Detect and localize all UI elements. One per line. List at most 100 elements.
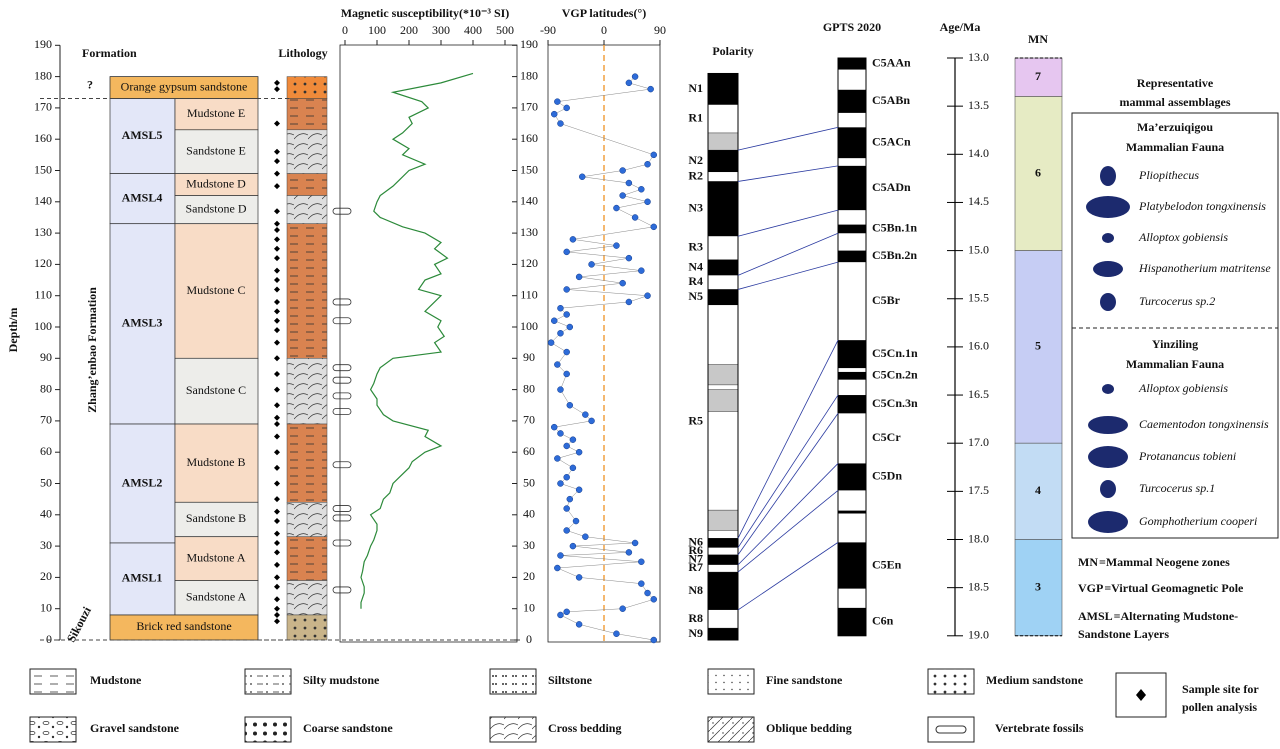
vgp-point — [554, 361, 561, 368]
vgp-title: VGP latitudes(°) — [562, 6, 646, 20]
vgp-point — [566, 402, 574, 409]
vgp-point — [563, 104, 570, 112]
vgp-point — [563, 248, 570, 256]
correlation — [737, 261, 839, 290]
vgp-point — [625, 254, 633, 262]
vgp-point — [563, 608, 570, 616]
note-abbr: MN — [1078, 555, 1098, 569]
note-abbr: VGP — [1078, 581, 1103, 595]
lithology-header: Lithology — [278, 46, 327, 60]
unknown: ? — [87, 78, 93, 92]
legend-label: Mudstone — [90, 673, 142, 687]
chron-label: C5Cn.1n — [872, 346, 918, 360]
polarity-zone — [707, 509, 739, 531]
unit-label: Mudstone E — [187, 106, 245, 120]
lower-formation: Sikouzi — [64, 604, 95, 645]
mn-zone — [1014, 539, 1063, 637]
vgp-point — [575, 621, 583, 628]
depth-tick-label: 40 — [40, 507, 52, 521]
correlation — [737, 542, 839, 611]
susceptibility-frame — [339, 44, 518, 643]
member-label: AMSL2 — [122, 475, 163, 489]
chron-label: C5Cn.2n — [872, 368, 918, 382]
polarity-zone — [708, 609, 738, 629]
polarity-label: R7 — [688, 560, 703, 574]
vgp-depth-tick-label: 60 — [523, 444, 535, 458]
vgp-depth-tick-label: 190 — [520, 37, 538, 51]
vgp-tick-label: -90 — [540, 23, 556, 37]
lith-pattern — [286, 502, 328, 537]
vgp-point — [563, 311, 570, 318]
legend-label: Gravel sandstone — [90, 721, 180, 735]
lith-pattern — [286, 195, 328, 224]
depth-tick-label: 50 — [40, 475, 52, 489]
pollen-sample — [274, 148, 280, 155]
polarity-label: R5 — [688, 413, 703, 427]
legend-label: Coarse sandstone — [303, 721, 393, 735]
vgp-point — [578, 173, 586, 181]
depth-tick-label: 110 — [34, 287, 52, 301]
mammal-icon — [1100, 166, 1116, 186]
pollen-sample — [274, 449, 280, 456]
susceptibility-title: Magnetic susceptibility(*10⁻³ SI) — [341, 6, 510, 20]
lith-pattern — [286, 76, 328, 99]
depth-tick-label: 70 — [40, 413, 52, 427]
vgp-point — [563, 442, 570, 450]
fossil — [332, 392, 352, 400]
depth-tick-label: 130 — [34, 225, 52, 239]
chron — [838, 89, 866, 113]
pollen-sample — [274, 464, 280, 471]
vgp-depth-tick-label: 90 — [523, 350, 535, 364]
fossil — [332, 317, 352, 325]
member — [109, 542, 176, 616]
legend-label: Oblique bedding — [766, 721, 852, 735]
vgp-line — [550, 76, 655, 641]
depth-tick-label: 90 — [40, 350, 52, 364]
vgp-point — [619, 192, 626, 199]
vgp-point — [625, 298, 633, 306]
vgp-point — [563, 473, 570, 481]
pollen-sample — [274, 120, 280, 127]
age-tick-label: 17.5 — [968, 483, 989, 497]
chron-label: C5Br — [872, 293, 901, 307]
pollen-sample — [274, 317, 280, 324]
vgp-point — [613, 204, 620, 212]
vgp-point — [650, 223, 658, 231]
sample-icon — [1136, 689, 1146, 701]
age-tick-label: 16.0 — [968, 339, 989, 353]
pollen-sample — [274, 236, 280, 243]
vgp-point — [644, 292, 651, 299]
depth-tick-label: 10 — [40, 600, 52, 614]
unit — [174, 423, 259, 503]
vgp-point — [613, 630, 620, 637]
polarity-label: N9 — [688, 626, 703, 640]
vgp-point — [557, 386, 564, 393]
pollen-sample — [274, 611, 280, 618]
polarity-label: N8 — [688, 583, 703, 597]
lith-pattern — [286, 223, 328, 359]
assemblage-title: Representative — [1137, 76, 1214, 90]
vgp-point — [557, 611, 564, 619]
age-tick-label: 14.5 — [968, 194, 989, 208]
assemblage-box — [1071, 112, 1279, 539]
gpts-header: GPTS 2020 — [823, 20, 881, 34]
vgp-depth-tick-label: 100 — [520, 319, 538, 333]
vgp-depth-tick-label: 150 — [520, 162, 538, 176]
pollen-sample — [274, 583, 280, 590]
susceptibility-tick-label: 100 — [368, 23, 386, 37]
age-tick-label: 15.0 — [968, 242, 989, 256]
mammal-icon — [1102, 384, 1114, 394]
species: Turcocerus sp.2 — [1139, 294, 1215, 308]
chron — [838, 395, 866, 414]
polarity-zone — [707, 554, 739, 566]
vgp-point — [550, 423, 558, 431]
unit-label: Sandstone E — [186, 143, 246, 157]
mn-label: 6 — [1035, 165, 1041, 179]
legend-pattern — [30, 669, 76, 694]
mammal-icon — [1093, 261, 1123, 277]
vgp-point — [638, 558, 645, 565]
vgp-point — [625, 179, 633, 187]
formation-header: Formation — [82, 46, 137, 60]
vgp-frame — [547, 44, 661, 643]
age-tick-label: 16.5 — [968, 387, 989, 401]
